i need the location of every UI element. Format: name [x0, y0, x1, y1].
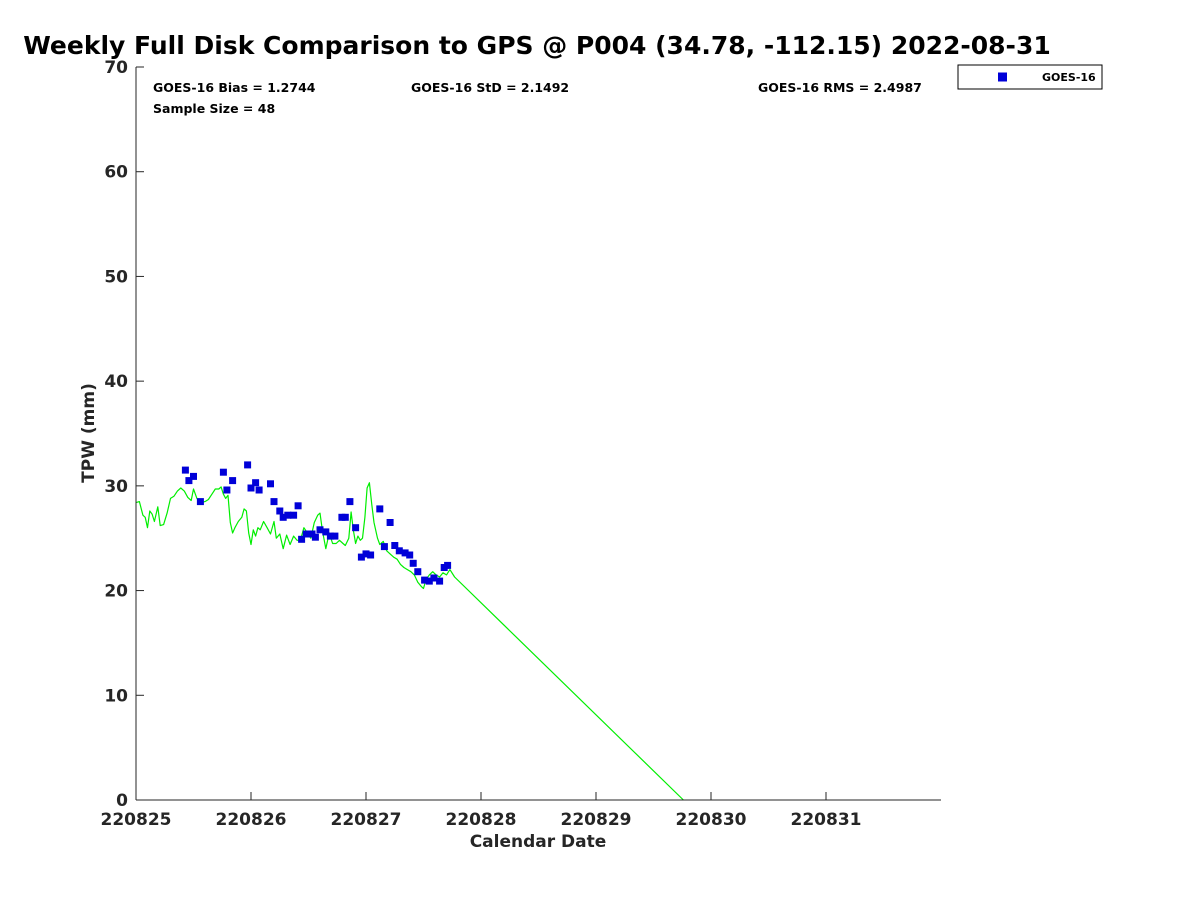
goes-16-point	[421, 576, 429, 584]
x-axis-label: Calendar Date	[470, 832, 607, 852]
legend-label: GOES-16	[1042, 71, 1096, 84]
bias-stat: GOES-16 Bias = 1.2744	[153, 80, 316, 95]
chart-title: Weekly Full Disk Comparison to GPS @ P00…	[23, 31, 1050, 60]
goes-16-point	[436, 577, 444, 585]
y-tick-label: 10	[104, 686, 128, 706]
goes-16-point	[284, 511, 292, 519]
x-tick-label: 220828	[446, 810, 517, 830]
goes-16-point	[331, 532, 339, 540]
goes-16-point	[255, 486, 263, 494]
std-stat: GOES-16 StD = 2.1492	[411, 80, 569, 95]
goes-16-point	[302, 530, 310, 538]
goes-16-point	[386, 519, 394, 526]
x-tick-label: 220829	[561, 810, 632, 830]
goes-16-point	[252, 479, 260, 487]
goes-16-point	[414, 568, 422, 576]
y-tick-label: 60	[104, 163, 128, 183]
goes-16-point	[367, 551, 375, 559]
goes-16-point	[219, 468, 227, 476]
legend-marker-icon	[998, 72, 1007, 82]
goes-16-point	[294, 502, 302, 510]
x-tick-label: 220825	[101, 810, 172, 830]
y-tick-label: 70	[104, 58, 128, 78]
goes-16-point	[406, 551, 414, 559]
goes-16-point	[270, 498, 278, 506]
goes-16-point	[346, 498, 354, 506]
goes-16-point	[181, 466, 189, 474]
goes-16-point	[311, 533, 319, 541]
x-tick-label: 220831	[791, 810, 862, 830]
x-tick-label: 220827	[331, 810, 402, 830]
goes-16-point	[190, 472, 197, 480]
goes-16-point	[362, 550, 370, 558]
x-tick-label: 220830	[676, 810, 747, 830]
goes-16-point	[380, 543, 388, 551]
goes-16-point	[401, 549, 409, 557]
sample-size-stat: Sample Size = 48	[153, 101, 275, 116]
goes-16-point	[357, 553, 365, 561]
goes-16-point	[185, 477, 193, 485]
rms-stat: GOES-16 RMS = 2.4987	[758, 80, 922, 95]
y-tick-label: 50	[104, 267, 128, 287]
y-tick-label: 0	[116, 791, 128, 811]
goes-16-point	[341, 513, 349, 521]
goes-16-point	[444, 561, 452, 569]
goes-16-point	[391, 542, 399, 549]
gps-line	[135, 482, 684, 801]
axes: 0 10 20 30 40 50 60 70 220825 220826 220827 220828 2…	[101, 58, 941, 830]
goes-16-point	[223, 486, 231, 494]
gps-series	[135, 482, 684, 801]
y-tick-label: 30	[104, 477, 128, 497]
x-tick-label: 220826	[216, 810, 287, 830]
goes-16-point	[425, 577, 433, 585]
goes-16-point	[430, 574, 438, 582]
y-axis-label: TPW (mm)	[79, 383, 99, 483]
legend: GOES-16	[957, 64, 1103, 90]
goes-16-point	[376, 505, 384, 513]
goes-16-point	[229, 477, 237, 485]
goes-16-point	[395, 547, 403, 555]
goes-16-series	[181, 461, 452, 585]
goes-16-point	[352, 524, 360, 532]
plot-area: 0 10 20 30 40 50 60 70 220825 220826 220827 220828 2…	[101, 58, 941, 830]
goes-16-point	[290, 511, 298, 519]
goes-16-point	[322, 528, 330, 536]
goes-16-point	[196, 498, 204, 506]
goes-16-point	[247, 484, 255, 492]
goes-16-point	[298, 535, 306, 543]
goes-16-point	[316, 526, 324, 534]
goes-16-point	[276, 507, 284, 515]
legend-box	[957, 64, 1103, 90]
y-tick-label: 40	[104, 372, 128, 392]
goes-16-point	[267, 480, 274, 488]
y-tick-label: 20	[104, 582, 128, 602]
goes-16-point	[326, 532, 334, 540]
goes-16-point	[409, 559, 417, 567]
goes-16-point	[244, 461, 252, 469]
goes-16-point	[279, 513, 287, 521]
